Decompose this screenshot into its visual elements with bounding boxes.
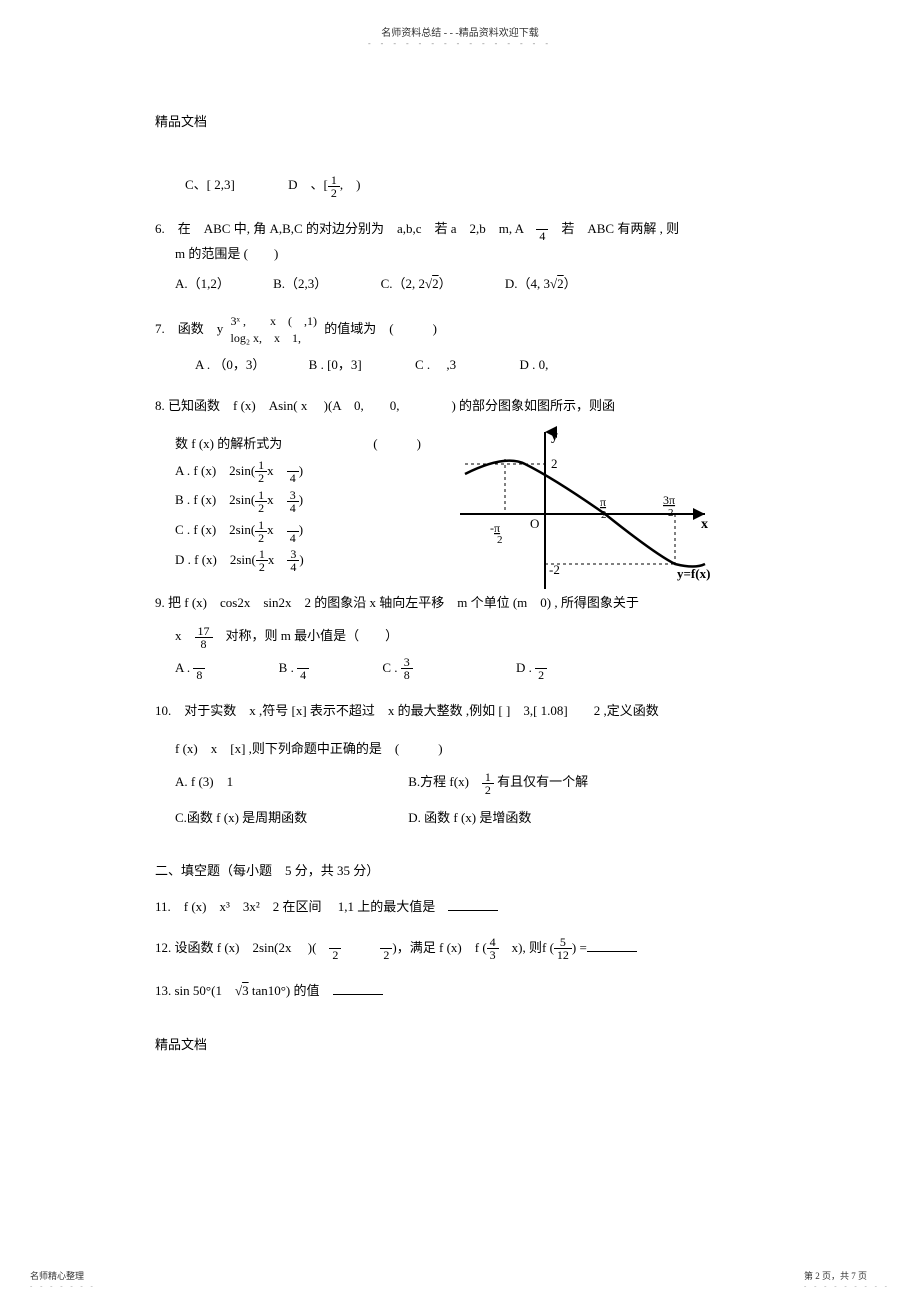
page-header: 名师资料总结 - - -精品资料欢迎下载 - - - - - - - - - -… — [368, 24, 552, 48]
q12: 12. 设函数 f (x) 2sin(2x )( 2 2)，满足 f (x) f… — [155, 936, 775, 962]
q5-opt-d-suffix: , ) — [340, 177, 361, 192]
q7-text: 7. 函数 y — [155, 321, 223, 336]
svg-text:y=f(x): y=f(x) — [677, 566, 710, 581]
q9-options: A . 8 B . 4 C . 38 D . 2 — [175, 656, 775, 682]
q10-row1: A. f (3) 1 B.方程 f(x) 12 有且仅有一个解 — [175, 770, 775, 796]
blank-fill — [448, 899, 498, 911]
q10-row2: C.函数 f (x) 是周期函数 D. 函数 f (x) 是增函数 — [175, 806, 775, 829]
svg-text:O: O — [530, 516, 539, 531]
blank-fill-3 — [333, 983, 383, 995]
doc-label-top: 精品文档 — [155, 110, 775, 133]
q9-optA: A . 8 — [175, 656, 205, 682]
q6-frac: 4 — [536, 217, 548, 242]
svg-text:2: 2 — [668, 507, 674, 519]
q6-text2: 若 ABC 有两解 , 则 — [548, 221, 679, 236]
q7-options: A . （0，3） B . [0，3] C . ,3 D . 0, — [195, 353, 775, 376]
q7-optB: B . [0，3] — [309, 353, 362, 376]
q5-opt-d-prefix: D 、[ — [288, 177, 328, 192]
svg-text:2: 2 — [497, 534, 503, 546]
q10-text2: f (x) x [x] ,则下列命题中正确的是 ( ) — [175, 737, 775, 760]
q7: 7. 函数 y 3ˣ , x ( ,1) log₂ x, x 1, 的值域为 (… — [155, 313, 775, 376]
main-content: 精品文档 C、[ 2,3] D 、[12, ) 6. 在 ABC 中, 角 A,… — [155, 110, 775, 1056]
footer-right: 第 2 页，共 7 页 - - - - - - - - - — [804, 1269, 890, 1290]
q7-optD: D . 0, — [519, 353, 548, 376]
q10-optA: A. f (3) 1 — [175, 770, 405, 793]
q8-text: 8. 已知函数 f (x) Asin( x )(A 0, 0, ) 的部分图象如… — [155, 394, 775, 417]
q6-optB: B.（2,3） — [273, 272, 327, 295]
q6-optA: A.（1,2） — [175, 272, 230, 295]
q13: 13. sin 50°(1 √3 tan10°) 的值 — [155, 979, 775, 1002]
header-title: 名师资料总结 - - -精品资料欢迎下载 — [368, 24, 552, 39]
q5-frac: 12 — [328, 174, 340, 199]
q10-optD: D. 函数 f (x) 是增函数 — [408, 810, 531, 825]
footer-left: 名师精心整理 - - - - - - - — [30, 1269, 96, 1290]
q6-text: 6. 在 ABC 中, 角 A,B,C 的对边分别为 a,b,c 若 a 2,b… — [155, 221, 536, 236]
q6: 6. 在 ABC 中, 角 A,B,C 的对边分别为 a,b,c 若 a 2,b… — [155, 217, 775, 295]
q5-options: C、[ 2,3] D 、[12, ) — [155, 173, 775, 199]
q9-optB: B . 4 — [279, 656, 309, 682]
q9: 9. 把 f (x) cos2x sin2x 2 的图象沿 x 轴向左平移 m … — [155, 591, 775, 681]
q9-text: 9. 把 f (x) cos2x sin2x 2 的图象沿 x 轴向左平移 m … — [155, 591, 775, 614]
q7-optC: C . ,3 — [415, 353, 456, 376]
q10-optC: C.函数 f (x) 是周期函数 — [175, 806, 405, 829]
blank-fill-2 — [587, 940, 637, 952]
q9-text2: x 178 对称，则 m 最小值是（ ） — [175, 624, 775, 650]
svg-text:-π: -π — [490, 521, 500, 535]
q6-options: A.（1,2） B.（2,3） C.（2, 2√2） D.（4, 3√2） — [175, 272, 775, 295]
header-dots: - - - - - - - - - - - - - - - — [368, 39, 552, 48]
svg-text:π: π — [600, 495, 606, 509]
svg-text:2: 2 — [551, 456, 558, 471]
q8: 8. 已知函数 f (x) Asin( x )(A 0, 0, ) 的部分图象如… — [155, 394, 775, 573]
svg-text:3π: 3π — [663, 493, 675, 507]
q10-optB: B.方程 f(x) 12 有且仅有一个解 — [408, 774, 588, 789]
q6-text3: m 的范围是 ( ) — [175, 242, 775, 265]
q7-optA: A . （0，3） — [195, 353, 265, 376]
q10: 10. 对于实数 x ,符号 [x] 表示不超过 x 的最大整数 ,例如 [ ]… — [155, 699, 775, 829]
svg-text:-2: -2 — [549, 562, 560, 577]
q9-optD: D . 2 — [516, 656, 547, 682]
svg-text:x: x — [701, 517, 708, 532]
q5-opt-c: C、[ 2,3] — [185, 173, 235, 196]
q11: 11. f (x) x³ 3x² 2 在区间 1,1 上的最大值是 — [155, 895, 775, 918]
svg-text:2: 2 — [601, 509, 607, 521]
q7-text2: 的值域为 ( ) — [324, 321, 437, 336]
doc-label-bottom: 精品文档 — [155, 1033, 775, 1056]
q6-optD: D.（4, 3√2） — [505, 272, 577, 295]
q8-graph: y x 2 O -π 2 π 2 3π 2 -2 y=f(x) — [455, 424, 715, 594]
svg-text:y: y — [551, 429, 558, 444]
q9-optC: C . 38 — [382, 656, 412, 682]
q6-optC: C.（2, 2√2） — [381, 272, 452, 295]
q7-piecewise: 3ˣ , x ( ,1) log₂ x, x 1, — [231, 313, 317, 347]
q10-text: 10. 对于实数 x ,符号 [x] 表示不超过 x 的最大整数 ,例如 [ ]… — [155, 699, 775, 722]
sine-graph-svg: y x 2 O -π 2 π 2 3π 2 -2 y=f(x) — [455, 424, 715, 594]
section2-title: 二、填空题（每小题 5 分，共 35 分） — [155, 859, 775, 882]
